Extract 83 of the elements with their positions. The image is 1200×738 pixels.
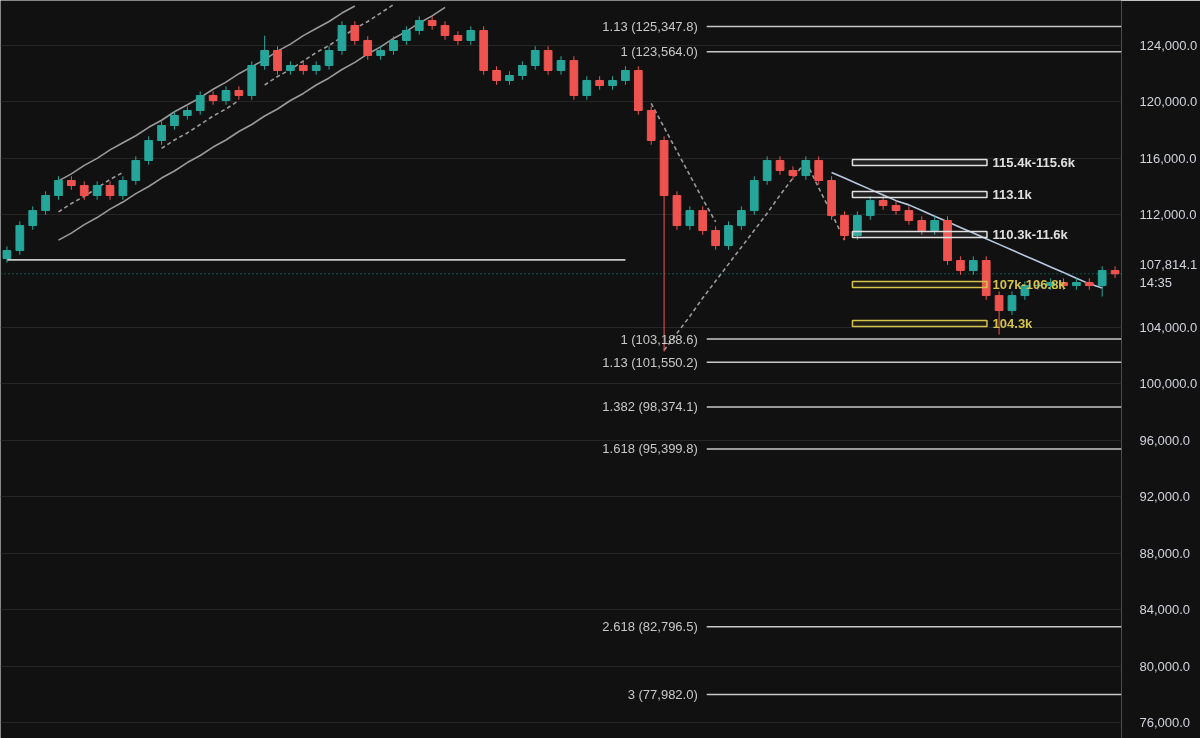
y-tick-label: 120,000.0 [1139,94,1198,110]
candlestick [105,180,115,201]
candlestick [195,90,205,116]
candlestick [118,175,128,201]
ref-line-label: 1.618 (95,399.8) [602,441,698,457]
candlestick [260,35,270,71]
ref-line-label: 2.618 (82,796.5) [602,619,698,635]
candlestick [852,210,862,241]
candlestick [414,15,424,36]
candlestick [170,110,179,131]
candlestick [737,205,746,231]
candlestick [865,195,875,221]
band-label: 110.3k-11.6k [992,227,1069,243]
candlestick [273,45,282,76]
candlestick [234,85,244,101]
candlestick [530,45,540,71]
candlestick [363,35,373,61]
candlestick [1110,265,1120,279]
band-label: 113.1k [992,187,1033,203]
y-tick-label: 92,000.0 [1139,489,1191,505]
candlestick [698,205,708,236]
candlestick [1007,290,1017,316]
candlestick [814,155,824,186]
candlestick [956,255,965,276]
y-tick-label: 88,000.0 [1139,545,1191,561]
candlestick [402,25,411,46]
candlestick [157,120,166,146]
candlestick [1097,265,1107,298]
candlestick [144,135,154,166]
ref-line-label: 1.382 (98,374.1) [602,399,698,415]
y-tick-label: 124,000.0 [1139,37,1198,53]
ref-line-label: 1.13 (101,550.2) [602,354,698,370]
candlestick [801,155,811,181]
candlestick [54,175,63,201]
candlestick [453,30,463,46]
candlestick [724,220,733,251]
y-tick-label: 104,000.0 [1139,320,1198,336]
candlestick [517,60,527,81]
candlestick [2,245,12,264]
line-series [650,102,717,223]
band-label: 115.4k-115.6k [992,155,1076,171]
y-tick-label: 112,000.0 [1139,207,1197,223]
ref-line-label: 1 (123,564.0) [620,44,698,60]
candlestick [41,190,50,216]
y-tick-label: 100,000.0 [1139,376,1198,392]
ref-line-label: 1.13 (125,347.8) [602,18,698,34]
candlestick [28,205,38,231]
candlestick [775,155,785,176]
candlestick [878,195,888,211]
candlestick [208,90,218,106]
candlestick [350,20,360,46]
y-tick-label: 96,000.0 [1139,432,1191,448]
candlestick [582,75,592,101]
y-tick-label: 84,000.0 [1139,602,1191,618]
candlestick [324,45,334,71]
candlestick [891,200,901,216]
candlestick [788,165,798,181]
candlestick [389,35,398,56]
candlestick [131,155,141,186]
y-tick-label: 76,000.0 [1139,715,1191,731]
candlestick [685,205,695,231]
candlestick [440,20,450,41]
candlestick [840,210,849,241]
line-series [57,6,446,241]
candlestick [221,85,231,106]
candlestick [762,155,772,186]
candlestick [930,215,940,236]
candlestick [711,225,720,251]
y-tick-label: 80,000.0 [1139,658,1191,674]
ref-line-label: 3 (77,982.0) [627,687,698,703]
candlestick [917,215,927,236]
ref-line-label: 107,814.1 14:35 [1139,257,1198,291]
candlestick [543,45,553,76]
candlestick [968,255,978,276]
candlestick [556,55,566,76]
candlestick [492,65,501,86]
candlestick [621,65,630,86]
candlestick [79,180,89,201]
candlestick [92,180,102,201]
candlestick [466,25,476,46]
candlestick [427,15,437,31]
candlestick [904,205,914,226]
y-tick-label: 116,000.0 [1139,150,1197,166]
